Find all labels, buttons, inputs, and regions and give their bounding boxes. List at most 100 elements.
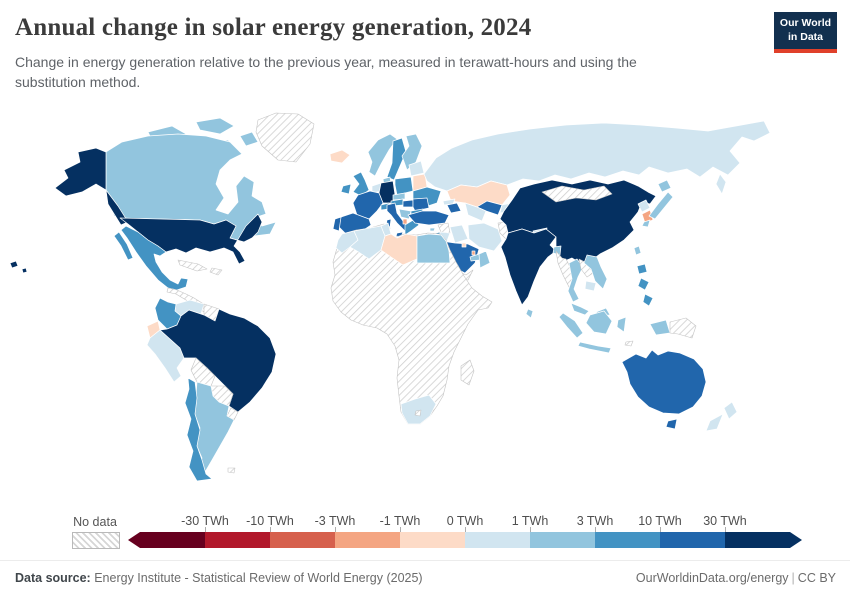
- country-philippines-luzon[interactable]: [636, 263, 648, 275]
- legend-tick-mark: [270, 527, 271, 532]
- country-indonesia-borneo[interactable]: [585, 310, 613, 335]
- country-south-korea[interactable]: [641, 209, 654, 224]
- country-russia-sakhalin[interactable]: [715, 173, 727, 195]
- owid-logo-line1: Our World: [779, 17, 832, 30]
- country-poland[interactable]: [394, 176, 414, 196]
- legend-segment[interactable]: [595, 532, 660, 548]
- region-baltic-states[interactable]: [408, 160, 425, 177]
- country-azerbaijan[interactable]: [446, 202, 462, 214]
- country-iceland[interactable]: [329, 149, 351, 164]
- legend-segment[interactable]: [400, 532, 465, 548]
- country-syria[interactable]: [437, 222, 451, 234]
- country-sri-lanka[interactable]: [525, 308, 534, 319]
- legend-tick-mark: [335, 527, 336, 532]
- country-new-zealand-north[interactable]: [723, 401, 738, 420]
- country-portugal[interactable]: [332, 216, 342, 232]
- country-czechia[interactable]: [392, 192, 406, 201]
- legend-tick-label: -3 TWh: [314, 514, 356, 528]
- country-iran[interactable]: [467, 222, 503, 252]
- legend-segment[interactable]: [205, 532, 270, 548]
- country-chile[interactable]: [184, 377, 213, 482]
- legend-tick-mark: [205, 527, 206, 532]
- country-japan-kyushu[interactable]: [641, 219, 651, 228]
- country-oman[interactable]: [478, 250, 491, 269]
- owid-logo[interactable]: Our World in Data: [774, 12, 837, 53]
- country-australia[interactable]: [621, 349, 707, 415]
- legend-segment[interactable]: [530, 532, 595, 548]
- country-france[interactable]: [352, 190, 384, 220]
- country-cyprus[interactable]: [429, 227, 436, 232]
- owid-logo-line2: in Data: [787, 30, 823, 43]
- legend-segment[interactable]: [465, 532, 530, 548]
- country-indonesia-sumatra[interactable]: [558, 312, 584, 339]
- country-mexico[interactable]: [120, 225, 189, 291]
- country-brazil[interactable]: [159, 308, 277, 413]
- country-japan-honshu[interactable]: [648, 191, 674, 220]
- country-mexico-baja[interactable]: [113, 231, 134, 261]
- country-canada-arctic2[interactable]: [195, 117, 235, 135]
- legend-segment[interactable]: [725, 532, 790, 548]
- country-usa-alaska[interactable]: [54, 147, 107, 197]
- country-cuba[interactable]: [177, 259, 208, 272]
- country-egypt[interactable]: [416, 233, 451, 264]
- country-falkland-islands[interactable]: [227, 467, 236, 474]
- country-hispaniola[interactable]: [209, 267, 223, 276]
- country-albania[interactable]: [402, 218, 408, 225]
- country-qatar[interactable]: [471, 250, 476, 256]
- legend-segment[interactable]: [335, 532, 400, 548]
- country-timor[interactable]: [624, 340, 634, 347]
- legend-tick-mark: [660, 527, 661, 532]
- country-kuwait[interactable]: [461, 242, 467, 248]
- country-argentina[interactable]: [193, 381, 235, 473]
- country-indonesia-java[interactable]: [577, 341, 612, 354]
- credit-link[interactable]: OurWorldinData.org/energy: [635, 571, 789, 585]
- legend-segment[interactable]: [140, 532, 205, 548]
- country-south-africa[interactable]: [400, 394, 437, 425]
- no-data-swatch[interactable]: [72, 532, 120, 549]
- country-bangladesh[interactable]: [552, 245, 562, 256]
- country-sweden[interactable]: [386, 137, 407, 181]
- legend-tick-mark: [530, 527, 531, 532]
- country-australia-tasmania[interactable]: [665, 418, 678, 430]
- country-cambodia[interactable]: [584, 280, 597, 292]
- country-philippines-mindanao[interactable]: [642, 293, 654, 307]
- country-taiwan[interactable]: [633, 245, 642, 256]
- country-norway[interactable]: [367, 133, 398, 177]
- country-lesotho[interactable]: [414, 409, 422, 417]
- country-usa-hawaii2[interactable]: [21, 267, 28, 274]
- country-madagascar[interactable]: [460, 359, 475, 386]
- legend-color-bar: [140, 532, 790, 548]
- country-canada-arctic5[interactable]: [239, 131, 259, 147]
- country-japan-hokkaido[interactable]: [657, 179, 672, 193]
- country-hungary[interactable]: [402, 199, 414, 208]
- country-papua-new-guinea[interactable]: [669, 317, 697, 339]
- country-greenland[interactable]: [255, 112, 315, 163]
- country-usa-alaska-panhandle[interactable]: [105, 189, 129, 226]
- legend-segment[interactable]: [660, 532, 725, 548]
- legend-segment[interactable]: [270, 532, 335, 548]
- country-turkmenistan[interactable]: [464, 202, 487, 222]
- legend-tick-label: -10 TWh: [246, 514, 294, 528]
- legend-tick-label: 30 TWh: [703, 514, 747, 528]
- page-title: Annual change in solar energy generation…: [15, 14, 532, 41]
- region-western-balkans[interactable]: [398, 208, 412, 220]
- owid-logo-box: Our World in Data: [774, 12, 837, 49]
- country-indonesia-papua[interactable]: [649, 319, 671, 336]
- country-vietnam[interactable]: [583, 254, 608, 290]
- footer: Data source: Energy Institute - Statisti…: [0, 560, 850, 600]
- country-mongolia[interactable]: [541, 185, 613, 203]
- country-iraq[interactable]: [449, 224, 469, 244]
- country-algeria[interactable]: [349, 225, 386, 260]
- country-new-zealand-south[interactable]: [705, 413, 724, 432]
- country-indonesia-sulawesi[interactable]: [616, 316, 627, 333]
- country-india[interactable]: [500, 228, 557, 306]
- country-turkey[interactable]: [407, 210, 450, 226]
- country-philippines-visayas[interactable]: [637, 277, 650, 291]
- country-malaysia[interactable]: [570, 302, 590, 316]
- country-north-korea[interactable]: [637, 199, 651, 213]
- country-ireland[interactable]: [340, 183, 352, 195]
- owid-logo-accent: [774, 49, 837, 53]
- country-kazakhstan[interactable]: [446, 180, 511, 208]
- country-usa-hawaii1[interactable]: [9, 260, 19, 269]
